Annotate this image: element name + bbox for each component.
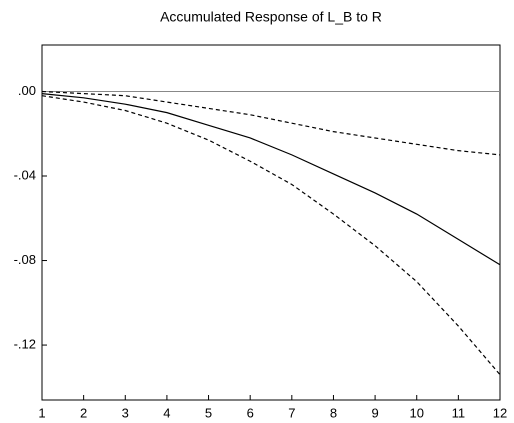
y-tick-label: -.04 [14, 167, 36, 182]
plot-frame [41, 44, 501, 401]
x-tick-label: 10 [409, 405, 423, 420]
y-tick-label: .00 [18, 83, 36, 98]
x-tick-label: 4 [163, 405, 170, 420]
x-tick-label: 12 [493, 405, 507, 420]
x-tick-label: 11 [452, 405, 466, 420]
series-line [41, 95, 501, 376]
x-tick-label: 2 [80, 405, 87, 420]
series-line [41, 93, 501, 266]
x-tick-label: 5 [205, 405, 212, 420]
x-tick-label: 1 [38, 405, 45, 420]
x-tick-label: 3 [122, 405, 129, 420]
series-line [41, 90, 501, 156]
y-tick-label: -.12 [14, 336, 36, 351]
x-tick-label: 6 [247, 405, 254, 420]
x-tick-label: 9 [371, 405, 378, 420]
chart-title: Accumulated Response of L_B to R [160, 9, 382, 25]
x-tick-label: 7 [288, 405, 295, 420]
x-tick-label: 8 [330, 405, 337, 420]
y-tick-label: -.08 [14, 252, 36, 267]
